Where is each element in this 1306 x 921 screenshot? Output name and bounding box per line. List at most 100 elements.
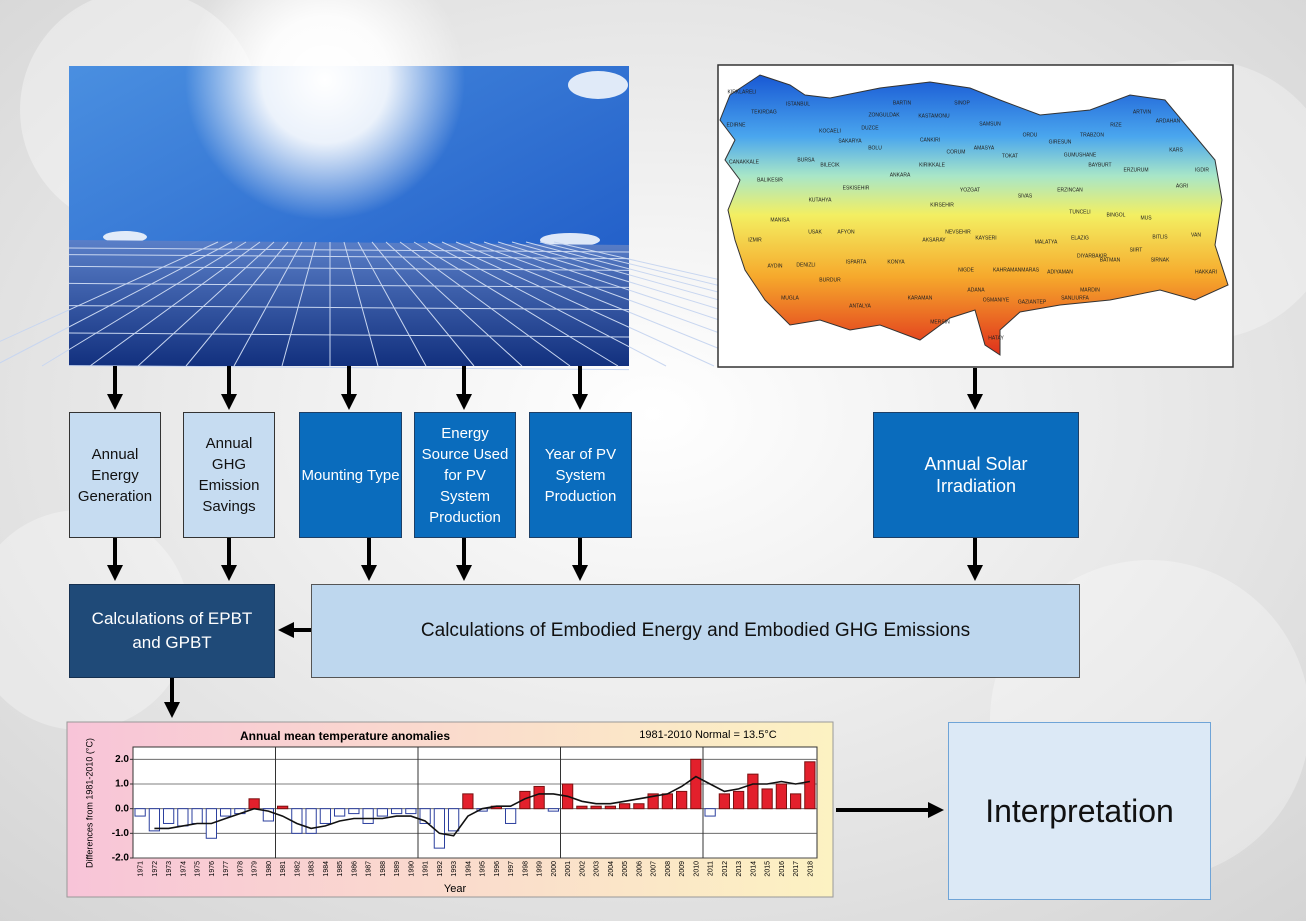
map-label: ADIYAMAN xyxy=(1047,269,1073,275)
bar xyxy=(148,808,161,832)
panel-line xyxy=(399,241,571,367)
panel-line xyxy=(343,241,379,367)
panel-line xyxy=(281,241,317,367)
chart-title: Annual mean temperature anomalies xyxy=(240,729,450,743)
payback-box: Calculations of EPBT and GPBT xyxy=(69,584,275,678)
bar xyxy=(191,808,203,824)
x-tick-label: 1995 xyxy=(480,861,487,877)
bar xyxy=(604,805,617,810)
x-tick-label: 1996 xyxy=(494,861,501,877)
map-label: SIVAS xyxy=(1018,193,1033,199)
bar xyxy=(405,808,417,815)
map-label: SIRNAK xyxy=(1151,257,1170,263)
x-tick-label: 2004 xyxy=(608,861,615,877)
bar xyxy=(248,798,260,810)
map-label: ELAZIG xyxy=(1071,235,1089,241)
bar xyxy=(134,808,146,817)
map-label: NEVSEHIR xyxy=(945,229,971,235)
bar xyxy=(618,803,631,810)
map-label: SIIRT xyxy=(1130,247,1143,253)
bar xyxy=(376,808,389,817)
interpretation-box: Interpretation xyxy=(948,722,1211,900)
map-label: CORUM xyxy=(947,149,966,155)
panel-line xyxy=(427,241,667,367)
map-label: BURSA xyxy=(797,157,815,163)
map-label: OSMANIYE xyxy=(983,297,1010,303)
bar xyxy=(162,808,175,824)
bar xyxy=(362,808,374,824)
map-label: ISTANBUL xyxy=(786,101,810,107)
bar xyxy=(576,805,588,810)
x-tick-label: 1994 xyxy=(465,861,472,877)
map-label: BITLIS xyxy=(1152,234,1168,240)
map-label: MUS xyxy=(1140,215,1152,221)
map-label: USAK xyxy=(808,229,822,235)
panel-line xyxy=(68,254,630,260)
map-label: VAN xyxy=(1191,232,1201,238)
map-label: BILECIK xyxy=(820,162,840,168)
panel-line xyxy=(68,332,630,338)
panel-line xyxy=(441,241,715,367)
map-label: KUTAHYA xyxy=(809,197,833,203)
map-label: KARS xyxy=(1169,147,1183,153)
map-label: AMASYA xyxy=(974,145,995,151)
x-tick-label: 1989 xyxy=(394,861,401,877)
x-tick-label: 2010 xyxy=(693,861,700,877)
x-tick-label: 1988 xyxy=(380,861,387,877)
chart-subtitle: 1981-2010 Normal = 13.5°C xyxy=(639,729,776,741)
x-tick-label: 2008 xyxy=(665,861,672,877)
x-tick-label: 1981 xyxy=(280,861,287,877)
map-label: KAHRAMANMARAS xyxy=(993,267,1040,273)
map-label: DENIZLI xyxy=(796,262,815,268)
map-label: IGDIR xyxy=(1195,167,1209,173)
x-tick-label: 1982 xyxy=(294,861,301,877)
x-tick-label: 1992 xyxy=(437,861,444,877)
y-axis-label: Differences from 1981-2010 (°C) xyxy=(84,738,94,868)
panel-line xyxy=(0,241,233,364)
map-label: TUNCELI xyxy=(1069,209,1090,215)
map-label: BATMAN xyxy=(1100,257,1121,263)
map-label: TRABZON xyxy=(1080,132,1104,138)
map-label: KIRSEHIR xyxy=(930,202,954,208)
bar xyxy=(333,808,346,817)
x-tick-label: 1978 xyxy=(237,861,244,877)
x-tick-label: 1976 xyxy=(209,861,216,877)
map-labels: KIRKLARELI EDIRNE TEKIRDAG ISTANBUL KOCAELI S… xyxy=(727,89,1217,341)
x-tick-label: 1985 xyxy=(337,861,344,877)
map-label: SAKARYA xyxy=(838,138,862,144)
x-tick-label: 1977 xyxy=(223,861,230,877)
input-box: Year of PV System Production xyxy=(529,412,632,538)
panel-line xyxy=(41,241,247,367)
bar xyxy=(775,783,788,810)
map-label: ISPARTA xyxy=(846,259,867,265)
map-label: ZONGULDAK xyxy=(868,112,900,118)
map-label: AYDIN xyxy=(768,263,783,269)
x-axis-label: Year xyxy=(444,883,467,895)
panel-line xyxy=(68,282,630,288)
map-label: ARTVIN xyxy=(1133,109,1152,115)
map-label: NIGDE xyxy=(958,267,975,273)
arrows xyxy=(107,366,983,818)
map-label: MALATYA xyxy=(1035,239,1058,245)
y-tick-label: 0.0 xyxy=(115,803,129,814)
x-tick-label: 2016 xyxy=(779,861,786,877)
input-box: Energy Source Used for PV System Product… xyxy=(414,412,516,538)
x-tick-label: 1993 xyxy=(451,861,458,877)
x-tick-label: 1979 xyxy=(252,861,259,877)
map-label: SINOP xyxy=(954,100,970,106)
y-tick-label: 2.0 xyxy=(115,754,129,765)
map-label: GIRESUN xyxy=(1049,139,1072,145)
map-label: AKSARAY xyxy=(922,237,946,243)
panel-line xyxy=(0,241,219,342)
map-label: BINGOL xyxy=(1107,212,1126,218)
x-tick-label: 1991 xyxy=(423,861,430,877)
x-tick-label: 1997 xyxy=(508,861,515,877)
bar xyxy=(419,808,431,824)
bar xyxy=(276,805,289,810)
x-tick-label: 2009 xyxy=(679,861,686,877)
trend-line xyxy=(154,775,811,837)
map-label: BURDUR xyxy=(819,277,841,283)
map-label: ANKARA xyxy=(890,172,911,178)
